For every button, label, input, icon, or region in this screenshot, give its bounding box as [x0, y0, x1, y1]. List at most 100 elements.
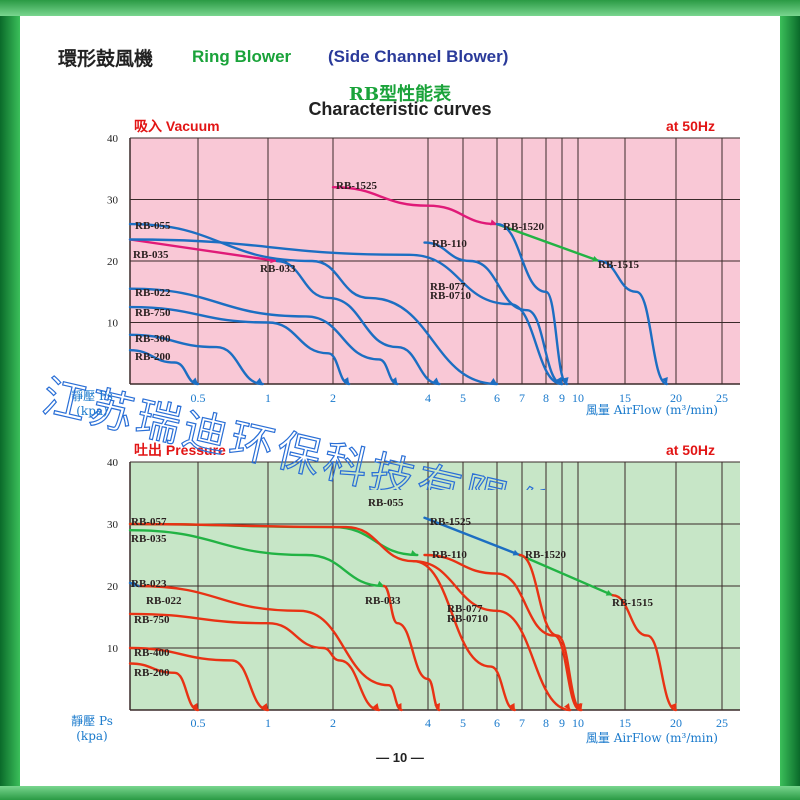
curve-arrowhead	[372, 703, 380, 710]
gridlines	[130, 461, 740, 710]
model-label: RB-055	[135, 220, 171, 232]
model-label: RB-077	[447, 603, 483, 615]
curve-rb-400	[128, 646, 270, 712]
curve-rb-022	[128, 287, 399, 386]
model-label: RB-1515	[612, 597, 653, 609]
x-tick-label: 1	[265, 716, 271, 730]
x-tick-label: 9	[559, 391, 565, 405]
curve-arrowhead	[432, 377, 440, 384]
curve-rb-055	[128, 522, 517, 712]
y-axis-unit: (kpa)	[76, 404, 107, 418]
model-label: RB-110	[432, 549, 467, 561]
curve-arrowhead	[410, 550, 418, 556]
y-tick-label: 40	[107, 133, 119, 145]
curve-arrowhead	[576, 703, 583, 710]
curve-arrowhead	[592, 255, 600, 262]
curve-rb-200	[128, 349, 200, 386]
model-label: RB-1525	[430, 516, 471, 528]
y-tick-label: 30	[107, 195, 119, 207]
curve-arrowhead	[343, 377, 350, 384]
x-tick-label: 5	[460, 391, 466, 405]
curve-arrowhead	[670, 703, 677, 710]
x-axis-label: 風量 AirFlow (m³/min)	[586, 731, 718, 745]
model-label: RB-0710	[430, 290, 471, 302]
curve-rb-1520	[495, 222, 601, 263]
x-tick-label: 0.5	[191, 716, 206, 730]
model-label: RB-022	[135, 287, 171, 299]
chart-title: 吐出 Pressure	[134, 442, 226, 458]
left-border-bar	[0, 0, 20, 800]
curve-rb-300	[128, 333, 264, 386]
model-label: RB-035	[131, 533, 167, 545]
x-tick-label: 20	[670, 716, 682, 730]
x-tick-label: 6	[494, 716, 500, 730]
title-chinese: 環形鼓風機	[58, 48, 154, 70]
x-tick-label: 10	[572, 391, 584, 405]
model-label: RB-200	[134, 667, 170, 679]
vacuum-chart: 吸入 Vacuum at 50Hz 10 20 30 40 0.5 1 2 4 5 6 7 8 9 10 15 2…	[71, 118, 740, 418]
bottom-border-bar	[0, 786, 800, 800]
curve-arrowhead	[255, 377, 263, 384]
model-label: RB-023	[131, 578, 167, 590]
x-tick-label: 6	[494, 391, 500, 405]
top-border-bar	[0, 0, 800, 16]
model-label: RB-1520	[503, 221, 544, 233]
chart-title-right: at 50Hz	[666, 118, 715, 134]
y-tick-label: 30	[107, 519, 119, 531]
model-label: RB-1520	[525, 549, 566, 561]
curve-arrowhead	[131, 580, 139, 587]
x-tick-label: 25	[716, 716, 728, 730]
right-border-bar	[780, 0, 800, 800]
x-axis-label: 風量 AirFlow (m³/min)	[586, 403, 718, 417]
curve-rb-750	[128, 305, 351, 386]
curve-arrowhead	[396, 703, 402, 710]
curve-rb-110	[423, 553, 582, 712]
model-label: RB-1515	[598, 259, 639, 271]
model-label: RB-022	[146, 595, 182, 607]
title-english: Ring Blower	[192, 47, 292, 66]
model-label: RB-033	[365, 595, 401, 607]
y-axis-unit: (kpa)	[76, 729, 107, 743]
curve-arrowhead	[191, 377, 198, 384]
y-axis-label: 靜壓 Ps	[71, 389, 113, 403]
model-label: RB-750	[135, 307, 171, 319]
y-tick-label: 10	[107, 318, 119, 330]
x-tick-label: 2	[330, 391, 336, 405]
curve-rb-077-rb-0710	[412, 560, 572, 712]
model-label: RB-0710	[447, 613, 488, 625]
x-tick-label: 4	[425, 716, 431, 730]
curve-arrowhead	[490, 377, 497, 384]
curve-rb-035	[128, 529, 386, 588]
model-label: RB-300	[135, 333, 171, 345]
curve-rb-1520	[518, 553, 614, 597]
y-tick-label: 10	[107, 643, 119, 655]
model-label: RB-1525	[336, 180, 377, 192]
x-tick-label: 9	[559, 716, 565, 730]
curve-arrowhead	[562, 377, 569, 384]
curve-arrowhead	[192, 703, 198, 710]
page-number: — 10 —	[376, 750, 424, 765]
model-label: RB-033	[260, 263, 296, 275]
subtitle-english: Characteristic curves	[308, 99, 492, 119]
chart-title-right: at 50Hz	[666, 442, 715, 458]
curve-arrowhead	[564, 703, 571, 710]
x-tick-label: 4	[425, 391, 431, 405]
x-tick-label: 25	[716, 391, 728, 405]
curve-rb-035	[128, 238, 279, 263]
model-label: RB-400	[134, 647, 170, 659]
x-tick-label: 7	[519, 391, 525, 405]
x-tick-label: 15	[619, 716, 631, 730]
x-tick-label: 10	[572, 716, 584, 730]
curve-rb-033	[275, 259, 441, 386]
x-tick-label: 8	[543, 716, 549, 730]
curve-rb-1525	[423, 516, 521, 557]
curve-arrowhead	[434, 703, 441, 710]
model-label: RB-200	[135, 351, 171, 363]
curve-arrowhead	[490, 219, 497, 226]
x-tick-label: 5	[460, 716, 466, 730]
model-label: RB-110	[432, 238, 467, 250]
curve-arrowhead	[261, 703, 268, 710]
curve-rb-1525	[331, 186, 499, 226]
